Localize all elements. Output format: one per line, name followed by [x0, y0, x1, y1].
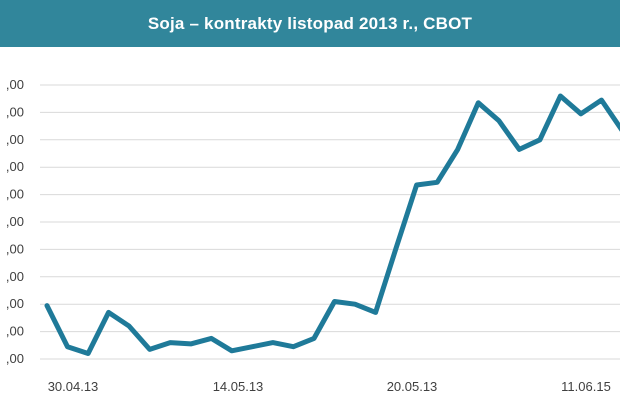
y-tick-label: ,00: [6, 214, 24, 229]
series-line: [44, 93, 620, 356]
x-tick-label: 14.05.13: [213, 379, 264, 394]
y-tick-label: ,00: [6, 269, 24, 284]
y-tick-label: ,00: [6, 104, 24, 119]
chart-title-bar: Soja – kontrakty listopad 2013 r., CBOT: [0, 0, 620, 47]
y-tick-label: ,00: [6, 296, 24, 311]
x-tick-label: 30.04.13: [48, 379, 99, 394]
y-tick-label: ,00: [6, 132, 24, 147]
y-tick-label: ,00: [6, 241, 24, 256]
x-tick-label: 11.06.15: [561, 379, 611, 394]
y-tick-label: ,00: [6, 351, 24, 366]
y-tick-label: ,00: [6, 324, 24, 339]
y-tick-label: ,00: [6, 77, 24, 92]
series-group: [44, 93, 620, 356]
line-chart: ,00 ,00 ,00 ,00 ,00 ,00 ,00 ,00 ,00 ,00 ,00 30.04.…: [6, 77, 620, 394]
gridlines: [40, 84, 620, 360]
x-axis-tick-labels: 30.04.13 14.05.13 20.05.13 11.06.15: [48, 379, 611, 394]
y-tick-label: ,00: [6, 159, 24, 174]
chart-title: Soja – kontrakty listopad 2013 r., CBOT: [147, 13, 473, 33]
x-tick-label: 20.05.13: [387, 379, 438, 394]
y-tick-label: ,00: [6, 187, 24, 202]
y-axis-tick-labels: ,00 ,00 ,00 ,00 ,00 ,00 ,00 ,00 ,00 ,00 ,00: [6, 77, 24, 366]
